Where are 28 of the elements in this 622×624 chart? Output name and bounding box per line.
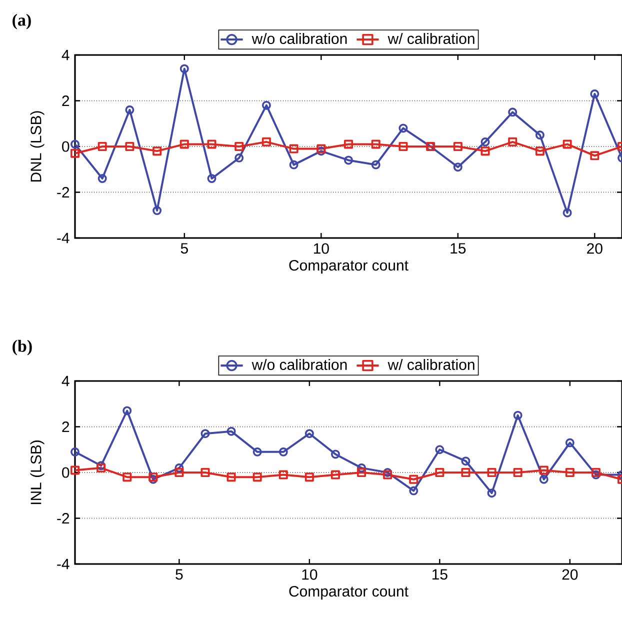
y-tick-label: -2: [57, 513, 70, 524]
y-tick-label: 0: [62, 141, 70, 152]
legend-label: w/o calibration: [252, 359, 347, 370]
y-tick-label: -4: [57, 232, 70, 244]
x-tick-label: 5: [180, 243, 188, 254]
x-axis-title: Comparator count: [289, 586, 408, 600]
y-tick-label: 4: [62, 50, 70, 60]
x-tick-label: 10: [302, 569, 318, 580]
y-axis-title: DNL (LSB): [30, 111, 44, 182]
chart-title: (b): [12, 340, 32, 356]
y-axis-title: INL (LSB): [30, 440, 44, 504]
x-tick-label: 15: [432, 569, 448, 580]
legend-label: w/ calibration: [388, 359, 474, 370]
y-tick-label: -4: [57, 558, 70, 570]
chart-title: (a): [12, 14, 31, 30]
y-tick-label: 4: [62, 376, 70, 386]
y-tick-label: 2: [62, 422, 70, 432]
y-tick-label: 2: [62, 96, 70, 106]
x-tick-label: 5: [176, 569, 183, 580]
legend-label: w/ calibration: [388, 32, 474, 44]
y-tick-label: -2: [57, 187, 70, 198]
x-tick-label: 10: [314, 243, 329, 254]
x-tick-label: 15: [450, 243, 466, 254]
x-tick-label: 20: [587, 243, 602, 254]
x-tick-label: 20: [562, 569, 578, 580]
y-tick-label: 0: [62, 467, 70, 478]
legend-label: w/o calibration: [252, 32, 347, 44]
x-axis-title: Comparator count: [289, 260, 408, 274]
